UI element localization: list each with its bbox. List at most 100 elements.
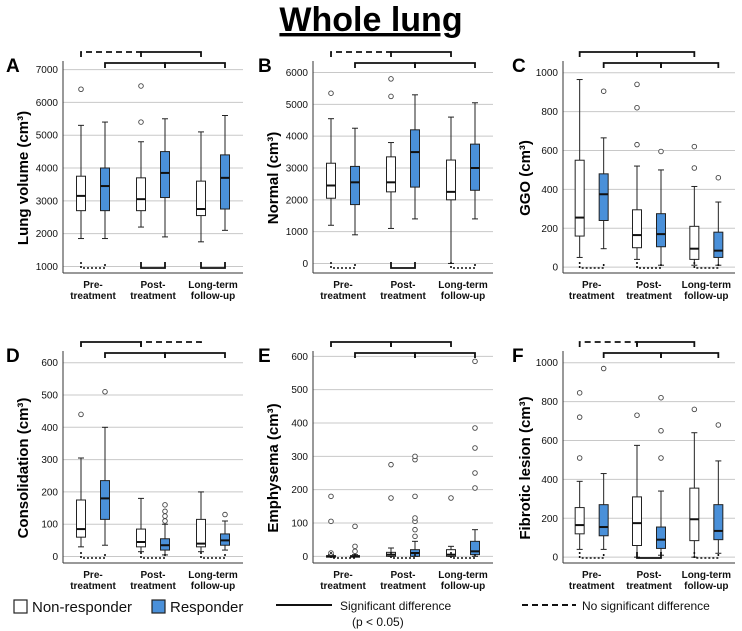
panel-label: B (258, 56, 272, 77)
y-tick-label: 600 (541, 146, 558, 157)
y-tick-label: 500 (41, 391, 58, 402)
y-tick-label: 200 (541, 514, 558, 525)
x-category-line: treatment (626, 291, 672, 302)
outlier-point (162, 513, 168, 519)
iqr-box (574, 507, 585, 535)
within-group-bracket (330, 262, 356, 269)
x-category-line: Long-term (188, 570, 238, 581)
responder-box-3 (220, 511, 230, 551)
y-tick-label: 0 (52, 552, 58, 563)
x-category-line: treatment (70, 581, 116, 592)
iqr-box (100, 480, 110, 520)
between-time-bracket-responder (354, 352, 416, 358)
y-tick-label: 100 (41, 520, 58, 531)
outlier-point (634, 412, 640, 418)
x-category-line: Long-term (188, 280, 238, 291)
nonresponder-box-1 (574, 390, 585, 550)
x-category-line: follow-up (191, 291, 235, 302)
x-category-label: Post-treatment (130, 570, 176, 592)
outlier-point (691, 143, 698, 150)
y-tick-label: 0 (552, 263, 558, 274)
nonresponder-box-2 (136, 497, 146, 553)
iqr-box (713, 504, 724, 541)
iqr-box (76, 499, 86, 538)
within-group-bracket (80, 262, 106, 269)
iqr-box (598, 504, 609, 537)
x-category-line: Pre- (83, 280, 102, 291)
x-category-line: treatment (380, 291, 426, 302)
iqr-box (136, 177, 146, 212)
between-time-bracket-responder (660, 352, 720, 358)
iqr-box (136, 528, 146, 548)
x-category-label: Post-treatment (380, 280, 426, 302)
outlier-point (78, 411, 84, 418)
outlier-point (412, 453, 418, 460)
outlier-point (352, 523, 358, 530)
x-category-line: Pre- (582, 280, 601, 291)
legend-ns-label: No significant difference (582, 599, 710, 613)
responder-box-3 (713, 422, 724, 554)
x-category-line: treatment (380, 581, 426, 592)
within-group-bracket (578, 262, 605, 269)
iqr-box (689, 225, 700, 260)
outlier-point (658, 428, 664, 434)
y-tick-label: 2000 (286, 195, 309, 206)
y-tick-label: 5000 (36, 131, 59, 142)
x-category-line: treatment (569, 581, 615, 592)
figure-title: Whole lung (279, 1, 462, 39)
iqr-box (713, 231, 724, 258)
iqr-box (446, 159, 456, 201)
y-tick-label: 800 (541, 107, 558, 118)
responder-box-2 (656, 394, 666, 556)
iqr-box (632, 496, 642, 546)
iqr-box (632, 209, 642, 249)
outlier-point (388, 93, 394, 100)
y-axis-label: Lung volume (cm³) (15, 111, 32, 245)
between-time-bracket-responder (660, 62, 720, 68)
outlier-point (472, 485, 478, 491)
outlier-point (138, 119, 144, 125)
responder-box-2 (160, 118, 170, 238)
panel-a: A Lung volume (cm³) 1000 2000 3000 4000 5000 60… (6, 51, 243, 302)
iqr-box (410, 129, 420, 188)
y-tick-label: 600 (541, 436, 558, 447)
nonresponder-box-1 (76, 411, 86, 548)
x-category-line: Long-term (682, 280, 732, 291)
outlier-point (600, 365, 607, 372)
x-category-line: treatment (320, 291, 366, 302)
outlier-point (412, 515, 418, 521)
x-category-label: Pre-treatment (320, 570, 366, 592)
panel-label: E (258, 346, 271, 367)
outlier-point (162, 518, 168, 524)
within-group-bracket (200, 262, 226, 269)
outlier-point (388, 76, 394, 82)
within-group-bracket (578, 552, 605, 559)
outlier-point (328, 90, 334, 96)
y-axis-label: Fibrotic lesion (cm³) (517, 396, 534, 539)
within-group-bracket (693, 262, 720, 269)
outlier-point (78, 86, 84, 92)
legend-responder-swatch (151, 599, 166, 614)
panel-label: F (512, 346, 524, 367)
panel-b: B Normal (cm³) 0 1000 2000 3000 4000 5000 6000 Pr… (258, 51, 493, 302)
y-tick-label: 1000 (536, 358, 559, 369)
panel-d: D Consolidation (cm³) 0 100 200 300 400 500 600 P… (6, 341, 243, 592)
x-category-line: follow-up (441, 291, 485, 302)
between-time-bracket-responder (602, 352, 662, 358)
iqr-box (598, 173, 609, 221)
iqr-box (350, 165, 360, 206)
outlier-point (138, 83, 144, 89)
responder-box-2 (160, 502, 170, 556)
within-group-bracket (390, 262, 416, 269)
x-category-label: Post-treatment (130, 280, 176, 302)
outlier-point (472, 470, 478, 476)
outlier-point (600, 88, 607, 94)
outlier-point (658, 148, 664, 155)
nonresponder-box-3 (196, 131, 206, 243)
legend-nonresponder-label: Non-responder (32, 599, 132, 616)
outlier-point (691, 165, 698, 171)
y-axis-label: Normal (cm³) (265, 132, 282, 225)
outlier-point (412, 526, 418, 533)
outlier-point (472, 445, 478, 451)
